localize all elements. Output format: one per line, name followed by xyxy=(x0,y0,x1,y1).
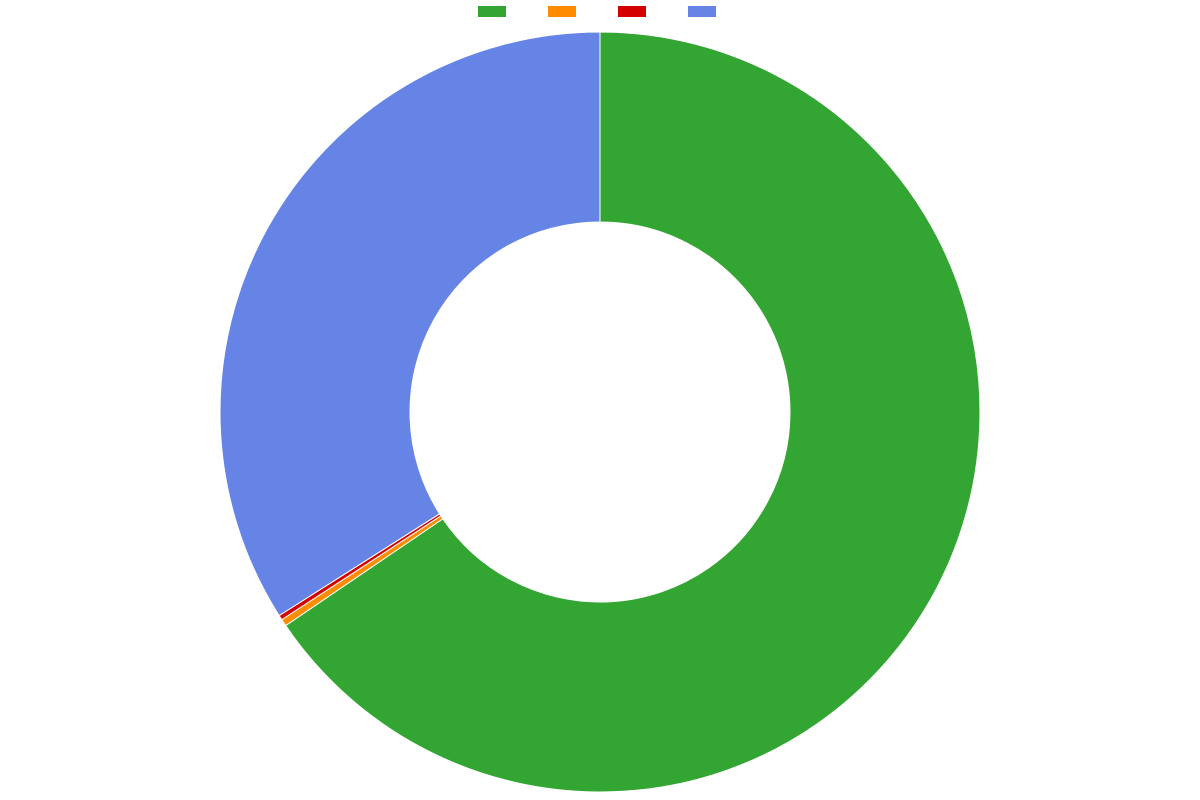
donut-chart xyxy=(0,24,1200,800)
legend-item-1 xyxy=(548,6,582,17)
chart-container xyxy=(0,0,1200,800)
donut-slice xyxy=(220,32,600,616)
legend-item-0 xyxy=(478,6,512,17)
legend-swatch-2 xyxy=(618,6,646,17)
legend-swatch-0 xyxy=(478,6,506,17)
legend-swatch-1 xyxy=(548,6,576,17)
legend-swatch-3 xyxy=(688,6,716,17)
donut-svg xyxy=(0,24,1200,800)
legend-item-3 xyxy=(688,6,722,17)
legend-item-2 xyxy=(618,6,652,17)
legend xyxy=(0,6,1200,17)
